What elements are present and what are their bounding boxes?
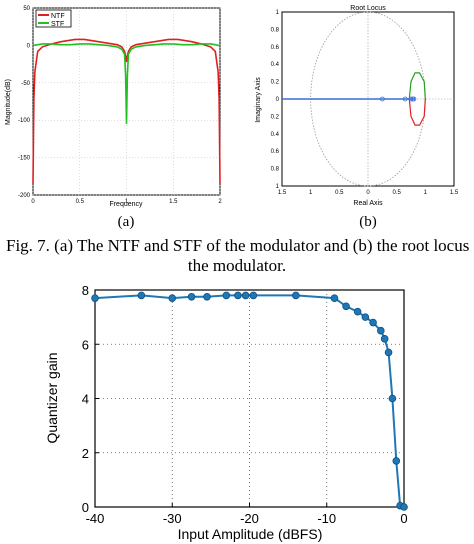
y-tick-label: 6 bbox=[82, 337, 89, 352]
y-tick-label: 8 bbox=[82, 283, 89, 298]
gain-data-point bbox=[380, 335, 389, 343]
y-tick-label: 0.6 bbox=[271, 149, 280, 155]
x-tick-label: 0 bbox=[400, 511, 407, 526]
gain-data-point bbox=[400, 503, 408, 511]
x-tick-label: 1.5 bbox=[450, 190, 459, 196]
x-tick-label: 1 bbox=[309, 190, 313, 196]
y-tick-label: 0.2 bbox=[271, 80, 280, 86]
gain-data-point bbox=[388, 394, 397, 403]
series-ntf-line bbox=[32, 38, 221, 184]
y-tick-label: 1 bbox=[276, 184, 280, 190]
figure-caption-line2: the modulator. bbox=[188, 256, 286, 275]
y-tick-label: 0.4 bbox=[271, 62, 280, 68]
gain-data-point bbox=[234, 291, 242, 300]
plot-b-ticks: 1.5 1 0.5 0 0.5 1 1.510.80.60.40.200.20.40.60.… bbox=[271, 10, 459, 196]
plot-b-ylabel: Imaginary Axis bbox=[255, 77, 262, 123]
x-tick-label: -10 bbox=[317, 511, 336, 526]
x-tick-label: 1 bbox=[424, 190, 428, 196]
y-tick-label: -100 bbox=[18, 118, 31, 124]
gain-data-point bbox=[292, 291, 300, 300]
y-tick-label: 0.4 bbox=[271, 132, 280, 138]
x-tick-label: 0.5 bbox=[392, 190, 401, 196]
gain-data-point bbox=[361, 313, 370, 321]
plot-a-series bbox=[32, 38, 221, 184]
gain-data-point bbox=[353, 307, 362, 316]
gain-data-point bbox=[241, 291, 250, 300]
gain-data-point bbox=[369, 318, 377, 327]
panel-b-label: (b) bbox=[359, 214, 377, 230]
plot-c-series bbox=[91, 291, 408, 511]
gain-data-point bbox=[377, 326, 385, 335]
gain-data-point bbox=[222, 291, 231, 300]
y-tick-label: -200 bbox=[18, 193, 31, 199]
y-tick-label: 0 bbox=[27, 43, 31, 49]
gain-data-point bbox=[392, 457, 401, 465]
plot-c-ticks: -40 -30 -20 -10 0 0 2 4 6 8 bbox=[82, 283, 408, 526]
series-stf-line bbox=[32, 43, 220, 124]
figure-caption-line1: Fig. 7. (a) The NTF and STF of the modul… bbox=[6, 236, 474, 255]
x-tick-label: 2 bbox=[218, 199, 222, 205]
legend-ntf-label: NTF bbox=[51, 13, 65, 20]
plot-b-title: Root Locus bbox=[350, 5, 386, 12]
plot-c-xlabel: Input Amplitude (dBFS) bbox=[178, 526, 323, 542]
locus-branch-lower bbox=[408, 98, 426, 126]
x-tick-label: 0.5 bbox=[76, 199, 85, 205]
gain-data-point bbox=[330, 294, 339, 302]
gain-data-point bbox=[137, 291, 146, 300]
x-tick-label: -40 bbox=[86, 511, 105, 526]
y-tick-label: -50 bbox=[21, 81, 30, 87]
gain-data-point bbox=[249, 291, 258, 300]
plot-b-series bbox=[282, 72, 426, 126]
plot-c-ylabel: Quantizer gain bbox=[44, 352, 60, 443]
gain-data-point bbox=[342, 302, 350, 311]
y-tick-label: 2 bbox=[82, 446, 89, 461]
x-tick-label: 0 bbox=[31, 199, 35, 205]
y-tick-label: 50 bbox=[23, 6, 30, 12]
gain-data-point bbox=[187, 292, 196, 301]
y-tick-label: 1 bbox=[276, 10, 280, 16]
legend-stf-label: STF bbox=[51, 21, 64, 28]
x-tick-label: 0 bbox=[366, 190, 370, 196]
gain-series-line bbox=[94, 294, 405, 508]
plot-b-xlabel: Real Axis bbox=[353, 200, 383, 207]
y-tick-label: 0.6 bbox=[271, 45, 280, 51]
panel-b: Root Locus 1.5 1 0.5 0 0.5 1 1.510.80.60.40.20… bbox=[255, 5, 459, 230]
locus-marker bbox=[411, 96, 417, 102]
panel-c: -40 -30 -20 -10 0 0 2 4 6 8 Input Amplitude (dBFS… bbox=[44, 283, 408, 542]
y-tick-label: 0.2 bbox=[271, 114, 280, 120]
y-tick-label: 0 bbox=[276, 97, 280, 103]
gain-data-point bbox=[203, 292, 211, 301]
x-tick-label: 1 bbox=[125, 199, 129, 205]
locus-branch-upper bbox=[408, 72, 426, 100]
x-tick-label: -30 bbox=[163, 511, 182, 526]
locus-marker bbox=[402, 96, 408, 102]
plot-a-xlabel: Frequency bbox=[109, 201, 143, 208]
x-tick-label: -20 bbox=[240, 511, 259, 526]
plot-a-legend: NTF STF bbox=[35, 9, 72, 28]
plot-a-ylabel: Magnitude(dB) bbox=[5, 79, 12, 125]
y-tick-label: -150 bbox=[18, 156, 31, 162]
plot-a-ticks: 0 0.5 1 1.5 2 50 0 -50 -100 -150 -200 bbox=[18, 6, 222, 205]
locus-marker bbox=[408, 96, 414, 102]
x-tick-label: 1.5 bbox=[278, 190, 287, 196]
x-tick-label: 0.5 bbox=[335, 190, 344, 196]
y-tick-label: 0 bbox=[82, 500, 89, 515]
panel-a: 0 0.5 1 1.5 2 50 0 -50 -100 -150 -200 NTF STF Freq… bbox=[5, 6, 222, 230]
y-tick-label: 4 bbox=[82, 392, 89, 407]
y-tick-label: 0.8 bbox=[271, 167, 280, 173]
x-tick-label: 1.5 bbox=[169, 199, 178, 205]
y-tick-label: 0.8 bbox=[271, 27, 280, 33]
gain-data-point bbox=[91, 294, 99, 302]
gain-data-point bbox=[384, 348, 393, 357]
gain-data-point bbox=[168, 294, 177, 302]
panel-a-label: (a) bbox=[118, 214, 135, 230]
plot-c-grid bbox=[95, 290, 404, 507]
locus-marker bbox=[379, 96, 385, 102]
